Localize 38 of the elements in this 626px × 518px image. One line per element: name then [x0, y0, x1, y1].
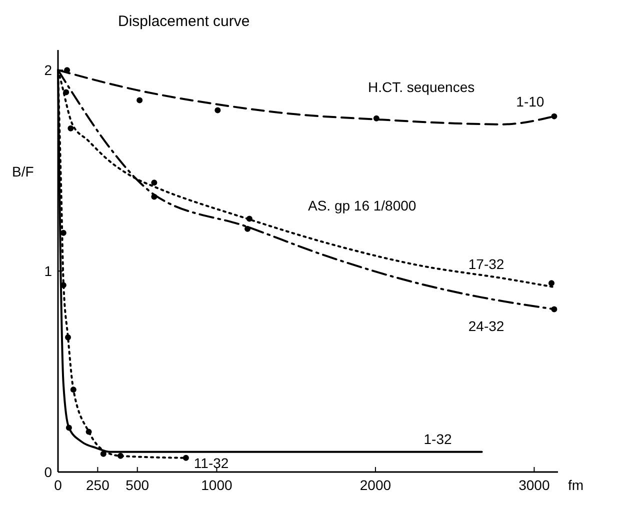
- y-axis-title: B/F: [12, 164, 34, 180]
- point: [68, 125, 74, 132]
- point: [246, 216, 252, 222]
- point: [136, 97, 143, 104]
- point: [118, 452, 124, 459]
- annotation: AS. gp 16 1/8000: [308, 197, 416, 214]
- point: [244, 226, 251, 232]
- point: [66, 424, 72, 431]
- y-tick-label: 2: [44, 62, 52, 78]
- y-tick-label: 0: [44, 464, 52, 480]
- annotation: H.CT. sequences: [368, 79, 475, 96]
- chart-title: Displacement curve: [118, 13, 250, 30]
- x-axis-title: fm: [568, 477, 584, 493]
- point: [100, 450, 106, 457]
- series-label: 11-32: [194, 454, 229, 471]
- point: [151, 180, 158, 186]
- point: [373, 115, 380, 122]
- series-label: 24-32: [468, 318, 504, 334]
- point: [65, 334, 71, 340]
- point: [551, 306, 558, 312]
- series-label: 1-32: [424, 430, 452, 447]
- y-tick-label: 1: [44, 263, 52, 280]
- x-tick-label: 1000: [201, 477, 233, 493]
- x-tick-label: 2000: [360, 477, 392, 493]
- x-tick-label: 250: [86, 477, 110, 493]
- series-label: 1-10: [516, 93, 544, 110]
- point: [551, 113, 558, 120]
- point: [86, 428, 92, 435]
- x-tick-label: 0: [54, 477, 62, 493]
- point: [548, 280, 554, 286]
- x-tick-label: 3000: [518, 477, 550, 493]
- point: [214, 107, 221, 114]
- series-label: 17-32: [468, 256, 504, 272]
- x-tick-label: 500: [126, 477, 150, 493]
- point: [63, 89, 70, 96]
- point: [182, 454, 189, 461]
- point: [151, 194, 158, 200]
- point: [70, 386, 76, 393]
